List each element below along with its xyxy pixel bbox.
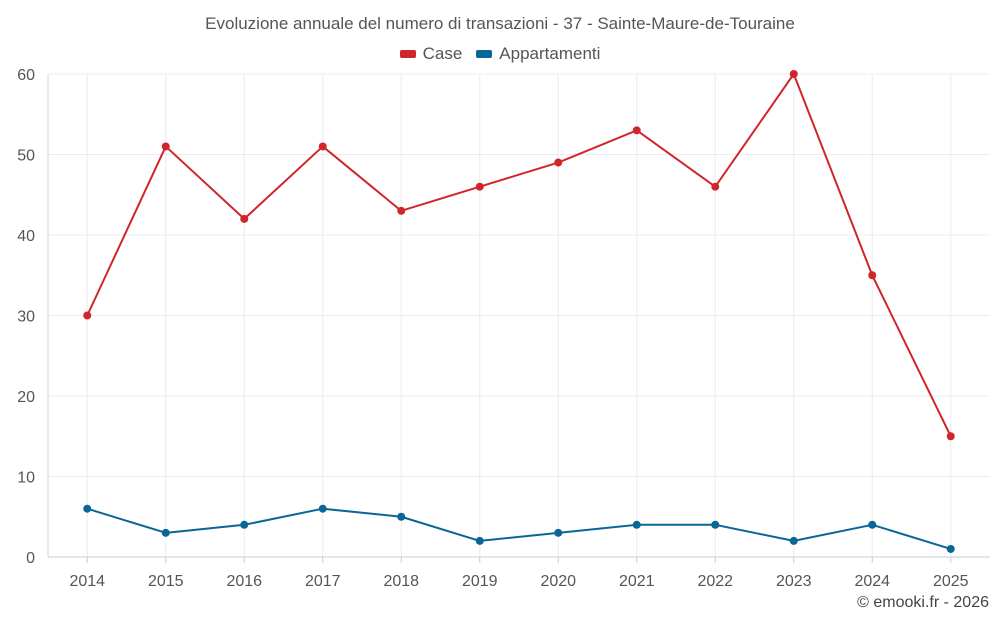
- data-point-appartamenti-2020[interactable]: [554, 528, 563, 537]
- data-point-appartamenti-2023[interactable]: [789, 536, 798, 545]
- x-tick-label: 2025: [933, 573, 969, 590]
- data-point-case-2016[interactable]: [240, 214, 249, 223]
- x-tick-label: 2017: [305, 573, 341, 590]
- data-point-case-2015[interactable]: [161, 142, 170, 151]
- data-point-case-2025[interactable]: [946, 432, 955, 441]
- x-tick-label: 2016: [226, 573, 262, 590]
- data-point-appartamenti-2019[interactable]: [475, 536, 484, 545]
- data-point-case-2018[interactable]: [397, 206, 406, 215]
- legend-label-case: Case: [422, 44, 463, 63]
- data-point-case-2022[interactable]: [711, 182, 720, 191]
- x-tick-label: 2015: [148, 573, 184, 590]
- y-tick-label: 0: [26, 550, 35, 567]
- data-point-case-2023[interactable]: [789, 70, 798, 78]
- x-tick-label: 2024: [854, 573, 890, 590]
- data-point-appartamenti-2018[interactable]: [397, 512, 406, 521]
- data-point-appartamenti-2015[interactable]: [161, 528, 170, 537]
- x-tick-label: 2022: [697, 573, 733, 590]
- data-point-appartamenti-2016[interactable]: [240, 520, 249, 529]
- y-tick-label: 50: [17, 148, 35, 165]
- series-line-appartamenti: [86, 507, 952, 550]
- data-point-case-2021[interactable]: [632, 126, 641, 135]
- y-tick-label: 30: [17, 309, 35, 326]
- x-tick-label: 2019: [462, 573, 498, 590]
- data-point-appartamenti-2024[interactable]: [868, 520, 877, 529]
- series-line-case: [86, 73, 952, 437]
- credit-text: © emooki.fr - 2026: [857, 594, 989, 611]
- y-tick-label: 20: [17, 389, 35, 406]
- chart-legend: Case Appartamenti: [0, 44, 1000, 64]
- data-point-appartamenti-2022[interactable]: [711, 520, 720, 529]
- data-point-case-2024[interactable]: [868, 271, 877, 280]
- data-point-case-2017[interactable]: [318, 142, 327, 151]
- data-point-case-2020[interactable]: [554, 158, 563, 167]
- legend-item-case[interactable]: Case: [399, 44, 463, 64]
- y-tick-label: 60: [17, 67, 35, 84]
- legend-swatch-case: [399, 50, 416, 58]
- x-tick-label: 2021: [619, 573, 655, 590]
- legend-swatch-appartamenti: [476, 50, 493, 58]
- data-point-case-2014[interactable]: [83, 311, 92, 320]
- chart-title: Evoluzione annuale del numero di transaz…: [205, 14, 795, 33]
- data-point-appartamenti-2025[interactable]: [946, 544, 955, 553]
- x-tick-label: 2020: [540, 573, 576, 590]
- data-point-appartamenti-2014[interactable]: [83, 504, 92, 513]
- y-tick-label: 10: [17, 470, 35, 487]
- data-point-appartamenti-2017[interactable]: [318, 504, 327, 513]
- legend-label-appartamenti: Appartamenti: [499, 44, 601, 63]
- x-tick-label: 2018: [383, 573, 419, 590]
- data-point-case-2019[interactable]: [475, 182, 484, 191]
- x-tick-label: 2014: [69, 573, 105, 590]
- y-tick-label: 40: [17, 228, 35, 245]
- x-tick-label: 2023: [776, 573, 812, 590]
- data-point-appartamenti-2021[interactable]: [632, 520, 641, 529]
- legend-item-appartamenti[interactable]: Appartamenti: [476, 44, 600, 64]
